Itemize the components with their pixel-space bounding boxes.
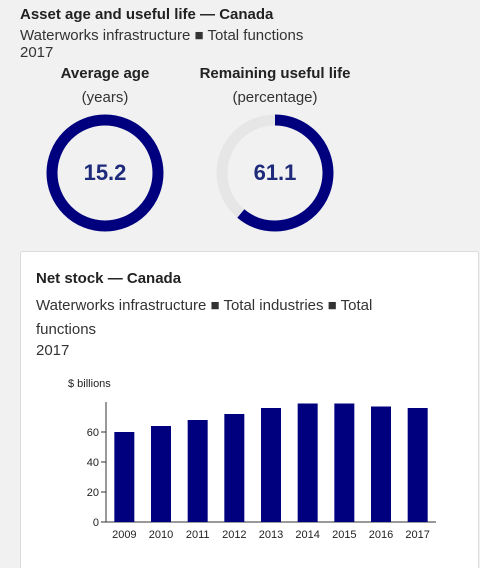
card-subtitle: Waterworks infrastructure ■ Total indust… [36,297,373,338]
gauge-remaining-life-unit: (percentage) [232,89,318,106]
bar-2009 [114,432,135,522]
y-tick-label: 0 [93,517,99,529]
bar-2010 [151,426,171,522]
section-year: 2017 [20,44,54,61]
bar-2014 [297,403,318,522]
bar-2015 [334,403,355,522]
gauge-remaining-life-ring [216,114,334,232]
gauge-remaining-life-title: Remaining useful life [199,65,351,82]
x-tick-label: 2014 [295,529,319,541]
y-tick-label: 40 [87,457,99,469]
card-year: 2017 [36,342,70,359]
x-tick-label: 2013 [259,529,283,541]
section-title: Asset age and useful life — Canada [20,6,274,23]
bar-2017 [407,408,428,522]
x-tick-label: 2012 [222,529,246,541]
gauge-average-age-value: 15.2 [83,160,127,185]
bar-2013 [261,408,281,522]
gauge-remaining-life-value: 61.1 [253,160,297,185]
bar-2016 [371,406,391,522]
x-tick-label: 2010 [149,529,173,541]
gauge-fill-arc [216,114,334,232]
section-subtitle: Waterworks infrastructure ■ Total functi… [20,27,304,44]
gauge-average-age-unit: (years) [81,89,129,106]
bar-2012 [224,414,245,522]
net-stock-bar-chart: $ billions 0 20 40 60 2009 2010 2011 2012 2013 201… [68,378,436,541]
x-tick-label: 2015 [332,529,356,541]
gauge-average-age-title: Average age [60,65,150,82]
gauge-fill-arc [46,114,164,232]
net-stock-card: Net stock — Canada Waterworks infrastruc… [20,251,479,568]
x-tick-label: 2017 [405,529,429,541]
y-tick-label: 20 [87,487,99,499]
bar-2011 [187,420,208,522]
y-axis-label: $ billions [68,378,111,390]
y-tick-label: 60 [87,427,99,439]
gauge-average-age-ring [46,114,164,232]
x-tick-label: 2009 [112,529,136,541]
x-tick-label: 2016 [369,529,393,541]
card-title: Net stock — Canada [36,270,182,287]
x-tick-label: 2011 [186,529,210,541]
